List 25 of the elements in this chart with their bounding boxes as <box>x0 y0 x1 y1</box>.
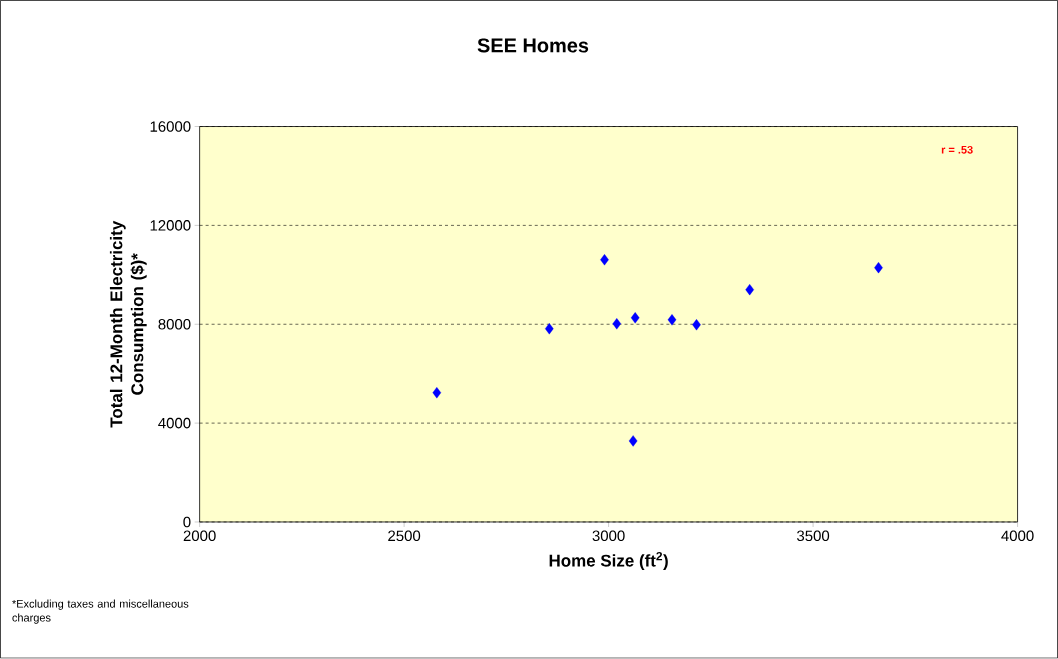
y-axis-title: Total 12-Month Electricity Consumption ($)* <box>109 221 147 428</box>
y-tick-label: 4000 <box>158 418 191 429</box>
point <box>545 323 554 335</box>
annotation: r = .53 <box>941 146 973 154</box>
point <box>692 319 701 331</box>
point <box>874 262 883 274</box>
point <box>745 284 754 296</box>
y-tick-label: 8000 <box>158 319 191 330</box>
chart-title: SEE Homes <box>477 38 589 53</box>
point <box>600 254 609 266</box>
x-axis-title: Home Size (ft$^{2}$) <box>549 552 668 571</box>
x-tick-label: 4000 <box>1001 530 1034 542</box>
point <box>432 387 442 399</box>
y-tick-label: 12000 <box>150 220 191 231</box>
x-tick-label: 2000 <box>183 530 216 542</box>
text: *Excluding taxes and miscellaneous charges <box>12 599 189 624</box>
y-tick-label: 0 <box>183 516 191 528</box>
point <box>628 435 638 447</box>
x-tick-label: 3000 <box>592 530 625 542</box>
x-tick-label: 2500 <box>388 530 421 542</box>
y-tick-label: 16000 <box>150 121 191 133</box>
point <box>612 318 622 330</box>
point <box>667 314 677 326</box>
point <box>630 312 640 324</box>
x-tick-label: 3500 <box>797 530 830 542</box>
